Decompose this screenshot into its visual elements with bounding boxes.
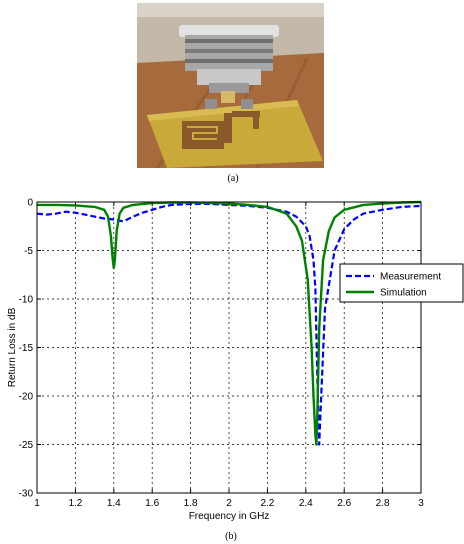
y-ticks: 0 -5 -10 -15 -20 -25 -30 (19, 198, 421, 500)
x-ticks: 1 1.2 1.4 1.6 1.8 2 2.2 2.4 2.6 2.8 3 (34, 202, 424, 509)
x-tick-label: 3 (418, 498, 424, 509)
y-axis-label: Return Loss in dB (7, 307, 18, 387)
x-tick-label: 1 (34, 498, 40, 509)
x-tick-label: 2.2 (260, 498, 274, 509)
legend: Measurement Simulation (339, 263, 464, 303)
x-axis-label: Frequency in GHz (189, 511, 270, 522)
x-tick-label: 2.6 (337, 498, 351, 509)
y-tick-label: 0 (27, 198, 33, 209)
y-tick-label: -25 (19, 440, 34, 451)
legend-label-measurement: Measurement (380, 272, 441, 283)
grid (37, 202, 421, 493)
y-tick-label: -15 (19, 343, 34, 354)
legend-label-simulation: Simulation (380, 288, 427, 299)
y-tick-label: -10 (19, 295, 34, 306)
y-tick-label: -20 (19, 392, 34, 403)
series-lines (36, 200, 422, 446)
return-loss-chart: 1 1.2 1.4 1.6 1.8 2 2.2 2.4 2.6 2.8 3 0 -5 -10 -15 -20… (7, 198, 464, 522)
x-tick-label: 2.4 (299, 498, 313, 509)
x-tick-label: 2.8 (376, 498, 390, 509)
x-tick-label: 1.2 (68, 498, 82, 509)
caption-a: (a) (227, 173, 239, 184)
x-tick-label: 1.8 (184, 498, 198, 509)
x-tick-label: 2 (226, 498, 232, 509)
antenna-photo (137, 3, 324, 168)
legend-box (339, 263, 464, 303)
x-tick-label: 1.4 (107, 498, 121, 509)
x-tick-label: 1.6 (145, 498, 159, 509)
series-line-simulation (37, 200, 422, 446)
caption-b: (b) (225, 531, 237, 542)
y-tick-label: -30 (19, 489, 34, 500)
series-line-measurement (36, 202, 422, 446)
y-tick-label: -5 (24, 246, 33, 257)
